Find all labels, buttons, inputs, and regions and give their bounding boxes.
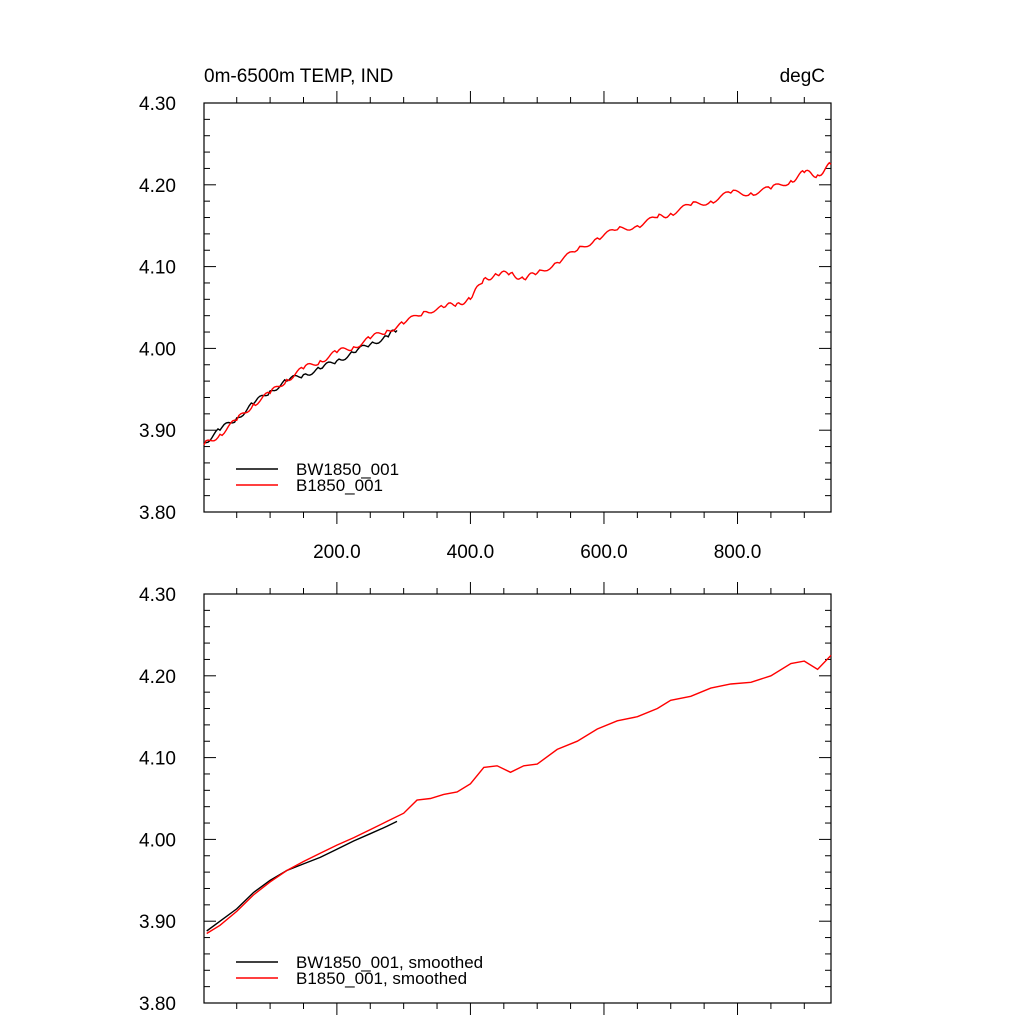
x-tick-label: 400.0	[447, 542, 495, 563]
legend-label: BW1850_001	[296, 460, 399, 479]
y-tick-label: 3.80	[139, 994, 176, 1015]
legend-label: B1850_001, smoothed	[296, 969, 467, 988]
y-tick-label: 3.80	[139, 503, 176, 524]
x-tick-label: 200.0	[313, 542, 361, 563]
y-tick-label: 4.00	[139, 339, 176, 360]
chart-title-left: 0m-6500m TEMP, IND	[204, 66, 393, 87]
chart-panel-1: 3.80 3.90 4.00 4.10 4.20 4.30 200.0 400.0 600.0 8…	[139, 66, 832, 563]
legend-label: BW1850_001, smoothed	[296, 953, 483, 972]
plot-frame	[203, 593, 832, 1004]
y-tick-label: 3.90	[139, 421, 176, 442]
plot-frame	[203, 102, 832, 513]
chart-panel-2: 3.80 3.90 4.00 4.10 4.20 4.30 BW1850_001, smoo…	[139, 582, 832, 1015]
series-line-1	[206, 820, 398, 932]
x-tick-label: 600.0	[580, 542, 628, 563]
y-tick-label: 4.30	[139, 585, 176, 606]
y-tick-label: 4.20	[139, 176, 176, 197]
y-tick-label: 4.20	[139, 667, 176, 688]
y-tick-label: 3.90	[139, 912, 176, 933]
legend-label: B1850_001	[296, 476, 383, 495]
y-tick-label: 4.00	[139, 830, 176, 851]
x-tick-label: 800.0	[714, 542, 762, 563]
y-tick-label: 4.10	[139, 258, 176, 279]
series-line-2	[203, 161, 832, 446]
y-tick-label: 4.30	[139, 94, 176, 115]
series-line-1	[203, 329, 398, 444]
y-tick-label: 4.10	[139, 749, 176, 770]
chart-title-right: degC	[780, 66, 825, 87]
series-line-2	[206, 654, 832, 935]
